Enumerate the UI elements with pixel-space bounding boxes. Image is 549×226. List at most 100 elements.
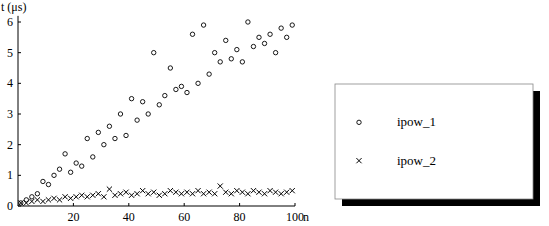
point	[240, 190, 245, 195]
point	[268, 32, 272, 36]
point	[174, 87, 178, 91]
point	[146, 191, 151, 196]
point	[118, 191, 123, 196]
legend-marker	[357, 120, 361, 124]
point	[74, 161, 78, 165]
point	[201, 23, 205, 27]
point	[46, 182, 50, 186]
point	[135, 191, 140, 196]
point	[35, 197, 40, 202]
point	[190, 32, 194, 36]
x-tick-label: 80	[234, 210, 246, 224]
point	[129, 96, 133, 100]
point	[290, 23, 294, 27]
point	[79, 193, 84, 198]
x-tick	[239, 203, 240, 206]
point	[90, 193, 95, 198]
point	[168, 66, 172, 70]
point	[246, 20, 250, 24]
y-tick	[18, 144, 21, 145]
point	[284, 35, 288, 39]
point	[218, 183, 223, 188]
point	[101, 194, 106, 199]
point	[107, 187, 112, 192]
x-axis	[18, 206, 295, 207]
point	[57, 167, 61, 171]
point	[279, 191, 284, 196]
point	[229, 191, 234, 196]
point	[96, 130, 100, 134]
point	[240, 60, 244, 64]
x-tick-label: 20	[67, 210, 79, 224]
x-tick	[295, 203, 296, 206]
point	[157, 103, 161, 107]
point	[251, 44, 255, 48]
point	[35, 192, 39, 196]
point	[18, 200, 23, 205]
point	[207, 190, 212, 195]
point	[123, 190, 128, 195]
point	[91, 155, 95, 159]
point	[124, 133, 128, 137]
point	[234, 188, 239, 193]
x-tick-label: 100	[286, 210, 304, 224]
point	[190, 191, 195, 196]
y-tick-label: 3	[7, 107, 13, 121]
point	[162, 191, 167, 196]
point	[146, 112, 150, 116]
point	[173, 190, 178, 195]
legend-box	[335, 84, 533, 199]
point	[85, 136, 89, 140]
point	[212, 191, 217, 196]
y-tick-label: 0	[7, 199, 13, 213]
point	[57, 197, 62, 202]
y-tick	[18, 175, 21, 176]
point	[273, 50, 277, 54]
point	[195, 188, 200, 193]
point	[40, 199, 45, 204]
point	[290, 188, 295, 193]
x-tick	[184, 203, 185, 206]
point	[30, 195, 34, 199]
y-tick-label: 5	[7, 46, 13, 60]
point	[267, 188, 272, 193]
plot-area	[18, 20, 295, 206]
point	[102, 142, 106, 146]
point	[224, 38, 228, 42]
point	[51, 196, 56, 201]
y-tick-label: 6	[7, 15, 13, 29]
point	[284, 190, 289, 195]
y-tick	[18, 114, 21, 115]
y-tick-label: 4	[7, 76, 13, 90]
x-tick	[128, 203, 129, 206]
point	[256, 190, 261, 195]
series-0	[19, 20, 295, 205]
chart: 012345620406080100t (μs)nipow_1ipow_2	[0, 0, 549, 226]
point	[135, 118, 139, 122]
point	[85, 194, 90, 199]
point	[107, 124, 111, 128]
point	[201, 191, 206, 196]
point	[74, 194, 79, 199]
point	[41, 179, 45, 183]
y-tick	[18, 83, 21, 84]
y-tick-label: 1	[7, 168, 13, 182]
series-1	[18, 183, 295, 205]
point	[52, 173, 56, 177]
point	[152, 50, 156, 54]
point	[185, 90, 189, 94]
legend-label: ipow_2	[397, 153, 436, 168]
point	[179, 84, 183, 88]
y-axis-label: t (μs)	[1, 0, 26, 14]
point	[96, 191, 101, 196]
point	[29, 199, 34, 204]
y-tick-label: 2	[7, 138, 13, 152]
point	[163, 93, 167, 97]
y-tick	[18, 22, 21, 23]
point	[63, 152, 67, 156]
point	[251, 188, 256, 193]
point	[184, 190, 189, 195]
point	[245, 191, 250, 196]
point	[196, 81, 200, 85]
point	[157, 193, 162, 198]
